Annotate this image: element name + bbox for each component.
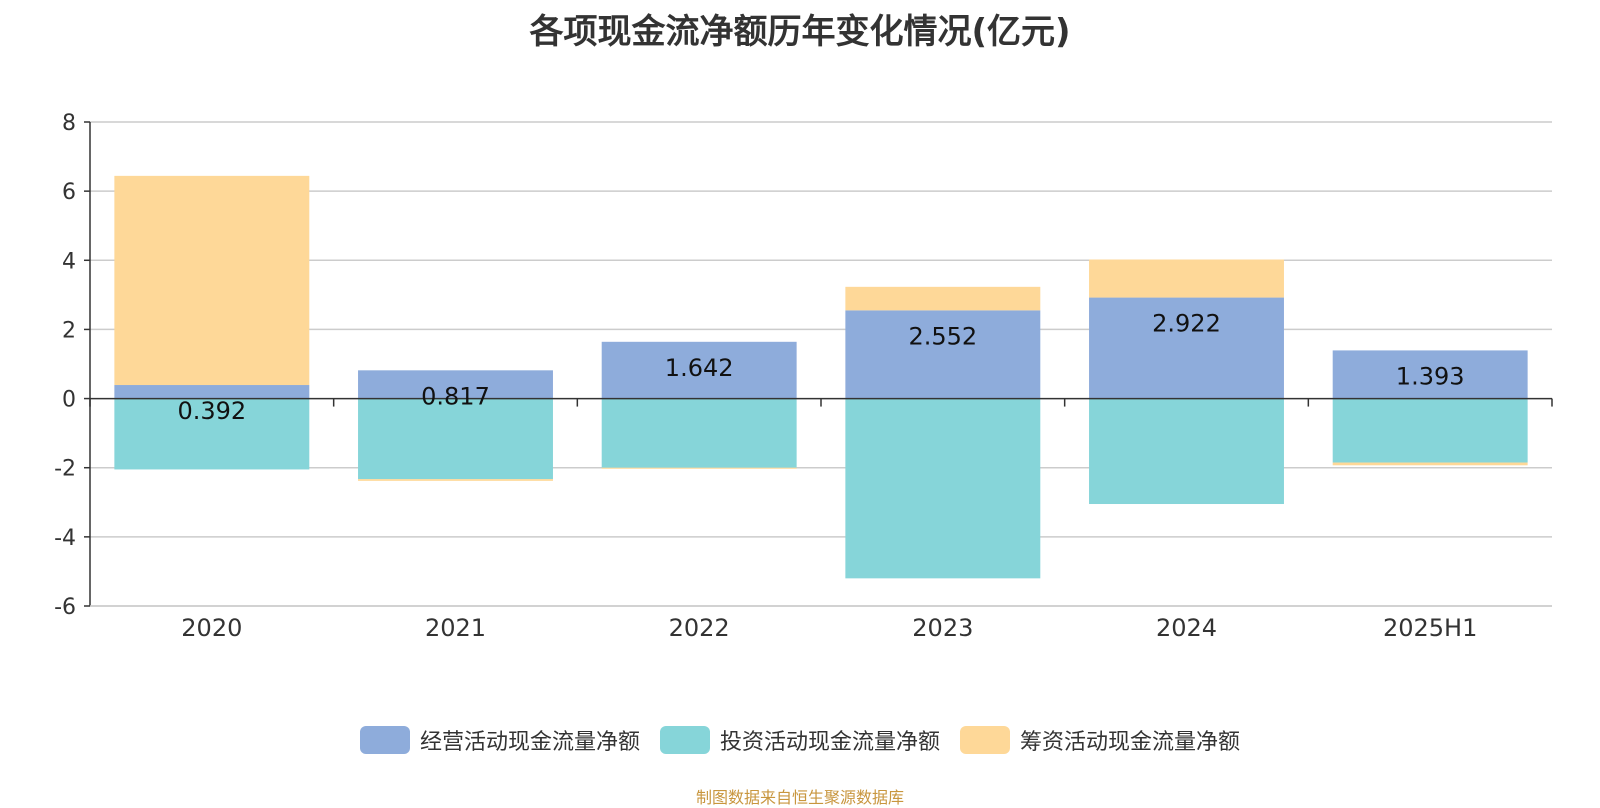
bar-s2-2020: [114, 175, 310, 386]
y-tick-label-7: 8: [62, 111, 76, 136]
bar-s1-2023: [845, 398, 1041, 579]
legend-swatch-financing: [960, 726, 1010, 754]
y-tick-label-6: 6: [62, 180, 76, 205]
legend: 经营活动现金流量净额 投资活动现金流量净额 筹资活动现金流量净额: [0, 724, 1600, 756]
y-tick-label-3: 0: [62, 388, 76, 413]
bar-s1-2022: [601, 398, 797, 468]
bar-s2-2024: [1089, 259, 1284, 298]
data-label-2025H1: 1.393: [1396, 362, 1465, 390]
y-tick-label-1: -4: [54, 526, 76, 551]
bar-s0-2022: [601, 341, 797, 399]
bar-s0-2024: [1089, 297, 1284, 399]
chart-title: 各项现金流净额历年变化情况(亿元): [529, 12, 1071, 52]
legend-swatch-operating: [359, 726, 410, 754]
y-tick-label-2: -2: [54, 457, 76, 482]
legend-item-operating[interactable]: 经营活动现金流量净额: [359, 724, 640, 756]
bar-s2-2022: [601, 467, 797, 469]
legend-swatch-investing: [659, 726, 710, 754]
data-label-2021: 0.817: [421, 382, 490, 410]
bar-s0-2020: [114, 385, 310, 399]
y-tick-label-0: -6: [54, 595, 76, 620]
data-label-2020: 0.392: [177, 397, 246, 425]
x-tick-label-2025H1: 2025H1: [1383, 614, 1477, 642]
legend-item-investing[interactable]: 投资活动现金流量净额: [659, 724, 940, 756]
bar-s0-2021: [358, 370, 553, 399]
bar-s1-2025H1: [1332, 398, 1528, 463]
x-tick-label-2022: 2022: [669, 614, 730, 642]
bar-s1-2024: [1089, 398, 1284, 505]
legend-label-operating: 经营活动现金流量净额: [419, 730, 640, 755]
bar-s2-2021: [358, 479, 553, 481]
x-tick-label-2020: 2020: [181, 614, 242, 642]
x-tick-label-2024: 2024: [1156, 614, 1217, 642]
bar-s2-2025H1: [1332, 462, 1528, 466]
data-label-2022: 1.642: [665, 354, 734, 382]
data-label-2024: 2.922: [1152, 310, 1221, 338]
source-note: 制图数据来自恒生聚源数据库: [695, 788, 904, 807]
bar-s1-2021: [358, 398, 553, 480]
x-tick-label-2023: 2023: [912, 614, 973, 642]
data-label-2023: 2.552: [908, 322, 977, 350]
y-tick-label-5: 4: [62, 249, 76, 274]
bar-s0-2025H1: [1332, 350, 1528, 399]
bar-s1-2020: [114, 398, 310, 470]
x-tick-label-2021: 2021: [425, 614, 486, 642]
legend-label-investing: 投资活动现金流量净额: [719, 730, 940, 755]
bar-s2-2023: [845, 286, 1041, 311]
y-tick-label-4: 2: [62, 318, 76, 343]
legend-item-financing[interactable]: 筹资活动现金流量净额: [960, 724, 1240, 756]
legend-label-financing: 筹资活动现金流量净额: [1020, 730, 1241, 755]
bar-s0-2023: [845, 310, 1041, 399]
